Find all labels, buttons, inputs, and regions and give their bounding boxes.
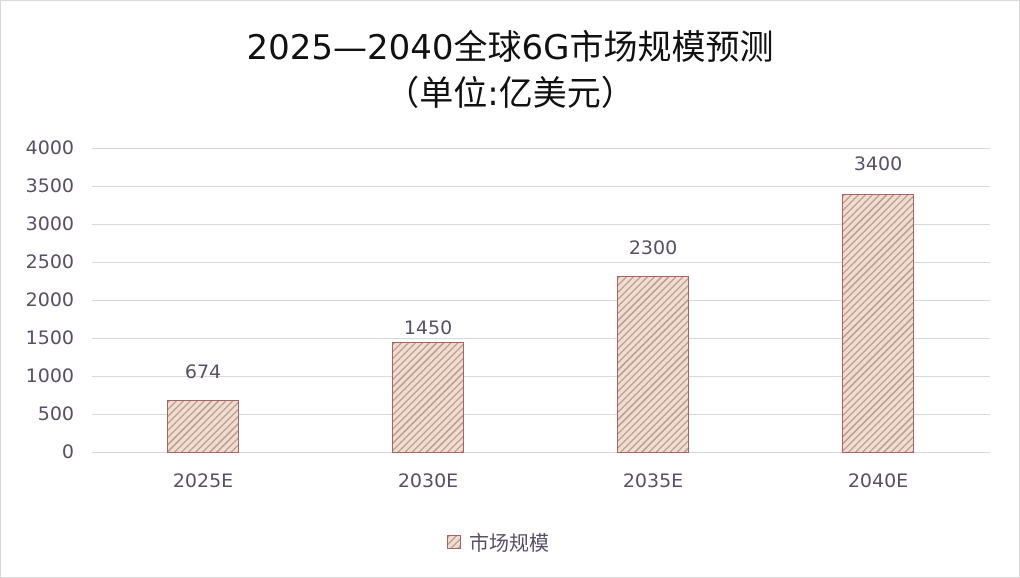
y-tick-label: 2500 bbox=[25, 251, 74, 273]
gridline bbox=[92, 414, 990, 415]
x-tick-label: 2040E bbox=[847, 470, 909, 492]
x-tick-label: 2030E bbox=[397, 470, 459, 492]
bar-2035E bbox=[617, 276, 689, 453]
gridline bbox=[92, 262, 990, 263]
chart-subtitle-unit: （单位:亿美元） bbox=[385, 74, 635, 114]
gridline bbox=[92, 148, 990, 149]
x-axis-line bbox=[92, 452, 990, 453]
gridline bbox=[92, 224, 990, 225]
y-tick-label: 500 bbox=[37, 403, 74, 425]
y-tick-label: 3000 bbox=[25, 213, 74, 235]
x-tick-label: 2035E bbox=[622, 470, 684, 492]
bar-2025E bbox=[167, 400, 239, 453]
gridline bbox=[92, 300, 990, 301]
y-tick-label: 4000 bbox=[25, 137, 74, 159]
value-label: 674 bbox=[184, 361, 222, 383]
legend-swatch-icon bbox=[447, 534, 461, 549]
value-label: 1450 bbox=[403, 317, 453, 339]
legend-label: 市场规模 bbox=[469, 531, 549, 555]
chart-title: 2025—2040全球6G市场规模预测 bbox=[246, 28, 774, 68]
y-tick-label: 0 bbox=[61, 441, 74, 463]
x-tick-label: 2025E bbox=[172, 470, 234, 492]
y-tick-label: 2000 bbox=[25, 289, 74, 311]
value-label: 3400 bbox=[853, 153, 903, 175]
bar-2030E bbox=[392, 342, 464, 453]
value-label: 2300 bbox=[628, 237, 678, 259]
gridline bbox=[92, 338, 990, 339]
y-tick-label: 1500 bbox=[25, 327, 74, 349]
y-tick-label: 1000 bbox=[25, 365, 74, 387]
y-tick-label: 3500 bbox=[25, 175, 74, 197]
legend: 市场规模 bbox=[447, 527, 549, 556]
gridline bbox=[92, 186, 990, 187]
gridline bbox=[92, 376, 990, 377]
bar-2040E bbox=[842, 194, 914, 453]
